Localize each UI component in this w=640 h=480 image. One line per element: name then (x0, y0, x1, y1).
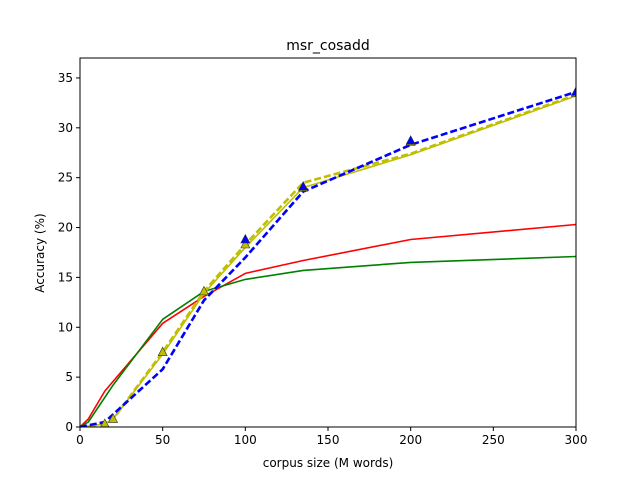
y-tick-label-15: 15 (58, 270, 73, 284)
y-tick-label-35: 35 (58, 71, 73, 85)
x-tick-label-0: 0 (76, 433, 84, 447)
x-tick-label-50: 50 (155, 433, 170, 447)
series-line-0 (80, 223, 576, 427)
axes: 0 50 100 150 200 250 300 0 5 10 15 20 25 30 35 (58, 57, 588, 447)
marker-1-2 (405, 135, 416, 145)
x-tick-label-250: 250 (482, 433, 505, 447)
marker-1-3 (571, 86, 576, 96)
marker-0-0 (100, 418, 110, 427)
x-axis-label: corpus size (M words) (263, 456, 394, 470)
marker-1-0 (240, 233, 251, 244)
marker-0-3 (199, 285, 209, 296)
x-tick-label-200: 200 (399, 433, 422, 447)
y-tick-label-0: 0 (65, 420, 73, 434)
plot-area (80, 86, 576, 427)
x-tick-label-300: 300 (565, 433, 588, 447)
x-tick-label-100: 100 (234, 433, 257, 447)
marker-0-4 (240, 238, 251, 249)
marker-0-2 (157, 346, 168, 357)
y-tick-label-20: 20 (58, 221, 73, 235)
y-axis-label: Accuracy (%) (33, 213, 47, 292)
marker-1-1 (298, 181, 309, 191)
series-line-4 (80, 90, 576, 427)
y-tick-label-25: 25 (58, 171, 73, 185)
marker-0-1 (108, 413, 119, 423)
chart-title: msr_cosadd (286, 38, 370, 54)
y-tick-label-10: 10 (58, 320, 73, 334)
y-tick-label-5: 5 (65, 370, 73, 384)
x-tick-label-150: 150 (317, 433, 340, 447)
y-tick-label-30: 30 (58, 121, 73, 135)
